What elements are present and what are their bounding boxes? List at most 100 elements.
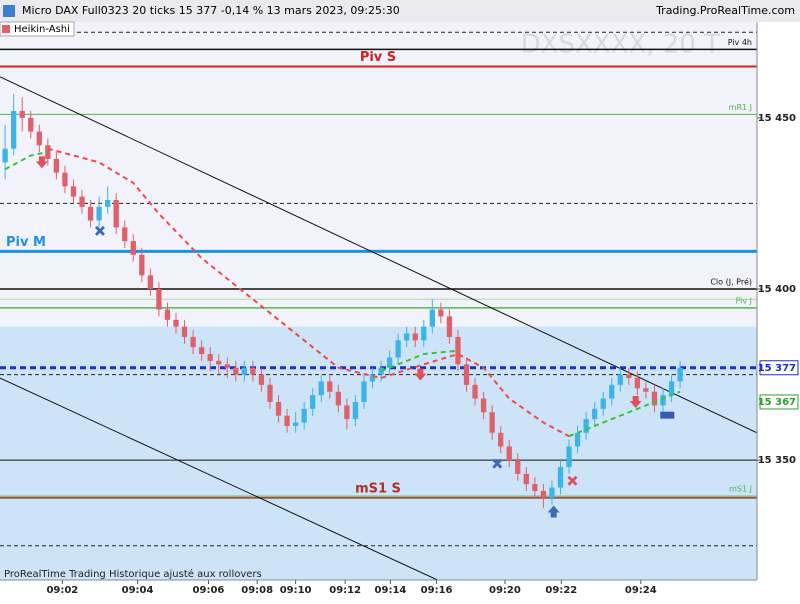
candle-body (506, 446, 512, 461)
plot: DXSXXXX, 20 T Piv 4h Piv S mR1 J Piv M Clo (J… (0, 22, 757, 580)
candle-body (327, 381, 333, 392)
candle-body (292, 422, 299, 426)
candle-body (429, 309, 435, 327)
candle-body (130, 241, 136, 255)
candle-body (310, 395, 316, 409)
candle-body (386, 357, 393, 368)
x-tick-label: 09:06 (193, 585, 225, 596)
level-label: mR1 J (729, 103, 752, 112)
x-tick-label: 09:20 (489, 585, 521, 596)
candle-body (583, 419, 589, 433)
candle-body (284, 415, 290, 426)
candle-body (609, 384, 615, 399)
trendline (0, 377, 438, 580)
candle-body (352, 401, 359, 420)
x-tick-label: 09:12 (329, 585, 361, 596)
candle-body (301, 408, 307, 423)
candle-body (421, 326, 427, 341)
candle-body (651, 391, 658, 406)
candle-body (96, 206, 102, 221)
candle-body (557, 467, 564, 488)
candle-body (53, 158, 60, 173)
signal-rect (660, 411, 675, 419)
level-label: Piv M (6, 235, 46, 250)
price-tag-label: 15 377 (758, 363, 796, 374)
candle-body (532, 484, 538, 491)
level-label: Clo (J, Pré) (710, 277, 752, 287)
candle-body (369, 374, 376, 382)
y-tick-label: 15 350 (758, 455, 796, 466)
x-tick-label: 09:22 (545, 585, 577, 596)
candle-body (164, 309, 171, 320)
site: Trading.ProRealTime.com (655, 4, 795, 17)
candle-body (122, 227, 128, 242)
signal-down (629, 395, 642, 408)
y-tick-label: 15 450 (758, 113, 796, 124)
signal-x (94, 225, 105, 236)
x-tick-label: 09:04 (122, 585, 154, 596)
trendline (0, 76, 757, 434)
candle-body (113, 200, 119, 228)
candle-body (173, 319, 179, 327)
candle-body (498, 432, 504, 447)
candle-body (404, 333, 410, 341)
candle-body (258, 374, 265, 385)
price-tag (759, 360, 799, 376)
candle-body (344, 405, 350, 420)
signal-down (35, 156, 48, 169)
signal-down (414, 368, 427, 381)
mode-label: Heikin-Ashi (14, 24, 70, 35)
candle-body (446, 316, 453, 337)
moving-average (47, 147, 570, 438)
candle-body (70, 186, 77, 197)
upper-zone (0, 22, 757, 327)
y-tick-label: 15 400 (758, 284, 796, 295)
candle-body (267, 384, 273, 402)
candle-body (523, 473, 529, 485)
candle-body (566, 446, 572, 468)
candle-body (139, 254, 145, 276)
candle-body (455, 336, 461, 365)
level-label: mS1 S (355, 481, 401, 496)
x-tick-label: 09:16 (421, 585, 453, 596)
candle-body (19, 111, 25, 118)
candle-body (79, 196, 85, 207)
candle-body (190, 336, 196, 348)
level-label: mS1 J (729, 485, 752, 494)
candle-body (472, 384, 478, 399)
mode-tag (0, 21, 75, 37)
candle-body (147, 275, 154, 290)
candle-body (87, 206, 94, 221)
candle-body (361, 381, 367, 402)
candle-body (45, 145, 51, 159)
candle-body (463, 364, 470, 385)
candle-body (11, 111, 17, 149)
candle-body (540, 490, 547, 498)
level-label: Piv 4h (728, 38, 752, 47)
candle-body (660, 395, 666, 406)
signal-x (567, 475, 578, 486)
candle-body (318, 381, 324, 396)
candle-body (412, 333, 418, 341)
candle-body (216, 360, 222, 365)
x-tick-label: 09:08 (241, 585, 273, 596)
footer: ProRealTime Trading Historique ajusté au… (4, 568, 262, 580)
candle-body (156, 289, 162, 310)
x-tick-label: 09:02 (46, 585, 78, 596)
candle-body (617, 374, 623, 385)
candle-body (224, 364, 230, 368)
icon (3, 5, 15, 17)
lower-zone (0, 326, 757, 580)
candle-body (515, 460, 521, 474)
candle-body (643, 388, 649, 392)
candle-body (2, 148, 8, 163)
candle-body (677, 367, 683, 382)
candle-body (28, 117, 34, 132)
candle-body (241, 367, 248, 375)
candle-body (634, 378, 641, 389)
candle-body (207, 354, 213, 361)
title-bar (0, 0, 800, 22)
candle-body (198, 347, 205, 355)
